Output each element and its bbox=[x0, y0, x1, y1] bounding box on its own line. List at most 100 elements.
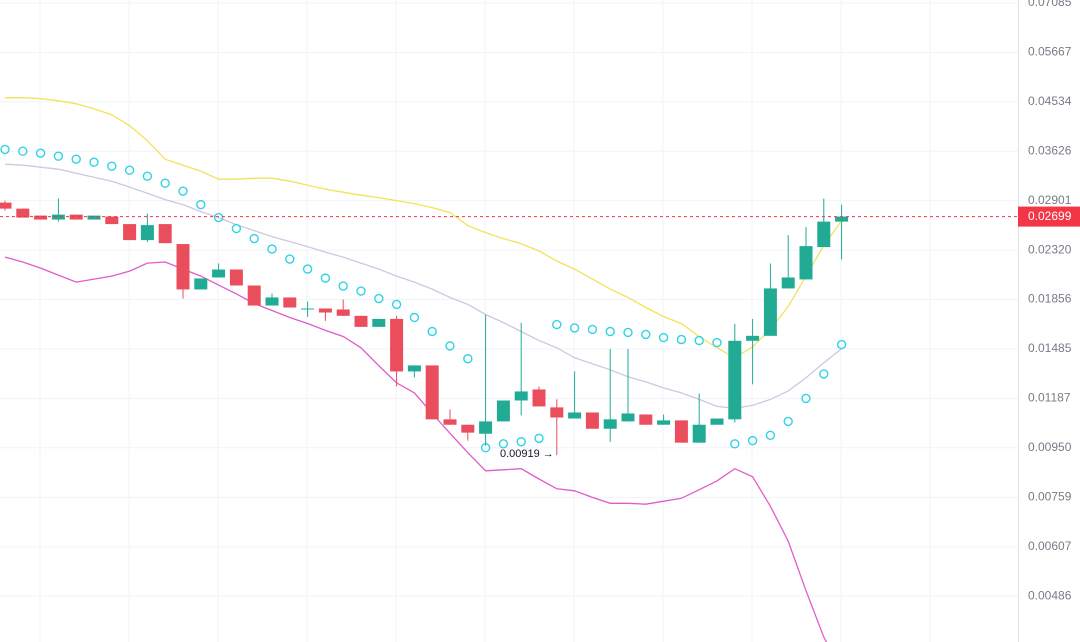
y-tick-label: 0.00607 bbox=[1028, 539, 1072, 553]
band-line bbox=[4, 256, 828, 642]
last-price-label: 0.02699 bbox=[1028, 209, 1072, 223]
sar-dot bbox=[53, 151, 64, 161]
sar-dot bbox=[819, 369, 829, 379]
candle-body bbox=[336, 309, 350, 316]
candle-body bbox=[585, 412, 599, 429]
sar-dot bbox=[534, 433, 544, 444]
y-tick-label: 0.02901 bbox=[1028, 193, 1072, 207]
y-tick-label: 0.07085 bbox=[1028, 0, 1072, 9]
sar-dot bbox=[196, 199, 206, 210]
band-line bbox=[4, 163, 843, 409]
candle-body bbox=[657, 420, 671, 425]
candle-body bbox=[407, 365, 421, 372]
sar-dot bbox=[409, 312, 420, 323]
candle-body bbox=[212, 269, 226, 278]
candle-body bbox=[265, 297, 279, 306]
sar-dot bbox=[107, 161, 117, 171]
candle-body bbox=[354, 315, 368, 327]
candle-body bbox=[425, 365, 439, 420]
sar-dot bbox=[267, 244, 277, 254]
candle-body bbox=[51, 214, 65, 220]
candle-body bbox=[123, 224, 137, 241]
candle-body bbox=[390, 318, 404, 372]
sar-dot bbox=[783, 416, 793, 427]
sar-dot bbox=[836, 339, 847, 350]
sar-dot bbox=[712, 337, 722, 348]
sar-dot bbox=[391, 299, 402, 310]
candle-body bbox=[728, 340, 742, 420]
sar-dot bbox=[658, 332, 669, 343]
sar-dot bbox=[427, 326, 437, 337]
candle-body bbox=[746, 335, 760, 341]
sar-dot bbox=[587, 324, 598, 335]
candle-body bbox=[461, 424, 475, 433]
candle-body bbox=[140, 225, 154, 241]
y-tick-label: 0.05667 bbox=[1028, 45, 1072, 59]
sar-dot bbox=[463, 354, 473, 364]
sar-dot bbox=[498, 439, 509, 449]
sar-dot bbox=[623, 327, 633, 338]
candle-body bbox=[87, 215, 101, 220]
y-tick-label: 0.04534 bbox=[1028, 94, 1072, 108]
candle-body bbox=[532, 389, 546, 407]
sar-dot bbox=[213, 212, 224, 223]
sar-dot bbox=[302, 264, 313, 274]
candle-body bbox=[158, 224, 172, 244]
sar-dot bbox=[142, 171, 153, 181]
low-annotation: 0.00919 → bbox=[500, 448, 554, 460]
sar-dot bbox=[516, 437, 526, 447]
candle-body bbox=[105, 216, 119, 225]
y-tick-label: 0.03626 bbox=[1028, 143, 1072, 157]
candle-body bbox=[781, 277, 795, 289]
sar-dot bbox=[249, 233, 259, 244]
sar-dot bbox=[160, 178, 170, 188]
candle-body bbox=[69, 214, 83, 220]
sar-dot bbox=[231, 223, 242, 234]
candle-body bbox=[16, 208, 30, 218]
candle-body bbox=[229, 269, 243, 286]
candle-body bbox=[674, 420, 688, 443]
sar-dot bbox=[285, 254, 295, 264]
sar-dot bbox=[605, 326, 615, 337]
candle-body bbox=[514, 391, 528, 401]
candle-body bbox=[550, 407, 564, 418]
candle-body bbox=[835, 216, 849, 222]
sar-dot bbox=[178, 186, 188, 196]
candle-body bbox=[603, 419, 617, 429]
y-tick-label: 0.01856 bbox=[1028, 292, 1072, 306]
y-tick-label: 0.02320 bbox=[1028, 242, 1072, 256]
candle-body bbox=[710, 418, 724, 425]
sar-dot bbox=[552, 319, 562, 330]
sar-dot bbox=[694, 335, 704, 346]
candle-body bbox=[479, 421, 493, 434]
candle-body bbox=[318, 308, 332, 313]
sar-dot bbox=[676, 334, 687, 345]
candle-body bbox=[621, 413, 635, 422]
sar-dot bbox=[730, 439, 740, 449]
sar-dot bbox=[356, 286, 366, 296]
candle-body bbox=[194, 278, 208, 290]
y-tick-label: 0.01485 bbox=[1028, 341, 1072, 355]
grid-layer bbox=[0, 0, 1018, 642]
sar-dot bbox=[338, 281, 348, 291]
candle-body bbox=[0, 202, 12, 209]
sar-dot bbox=[71, 154, 81, 164]
sar-dot bbox=[445, 341, 455, 351]
sar-dot bbox=[320, 273, 331, 283]
candle-body bbox=[283, 297, 297, 308]
sar-dot bbox=[569, 323, 580, 333]
sar-dot bbox=[374, 293, 384, 304]
candle-body bbox=[496, 400, 510, 422]
sar-dot bbox=[124, 165, 135, 175]
sar-dot bbox=[35, 148, 46, 158]
candle-body bbox=[372, 318, 386, 327]
candle-body bbox=[176, 244, 190, 290]
sar-dot bbox=[801, 393, 811, 404]
candle-body bbox=[301, 308, 315, 310]
sar-dot bbox=[89, 157, 99, 167]
sar-dot bbox=[18, 146, 28, 156]
candle-body bbox=[763, 288, 777, 336]
candle-body bbox=[568, 412, 582, 419]
